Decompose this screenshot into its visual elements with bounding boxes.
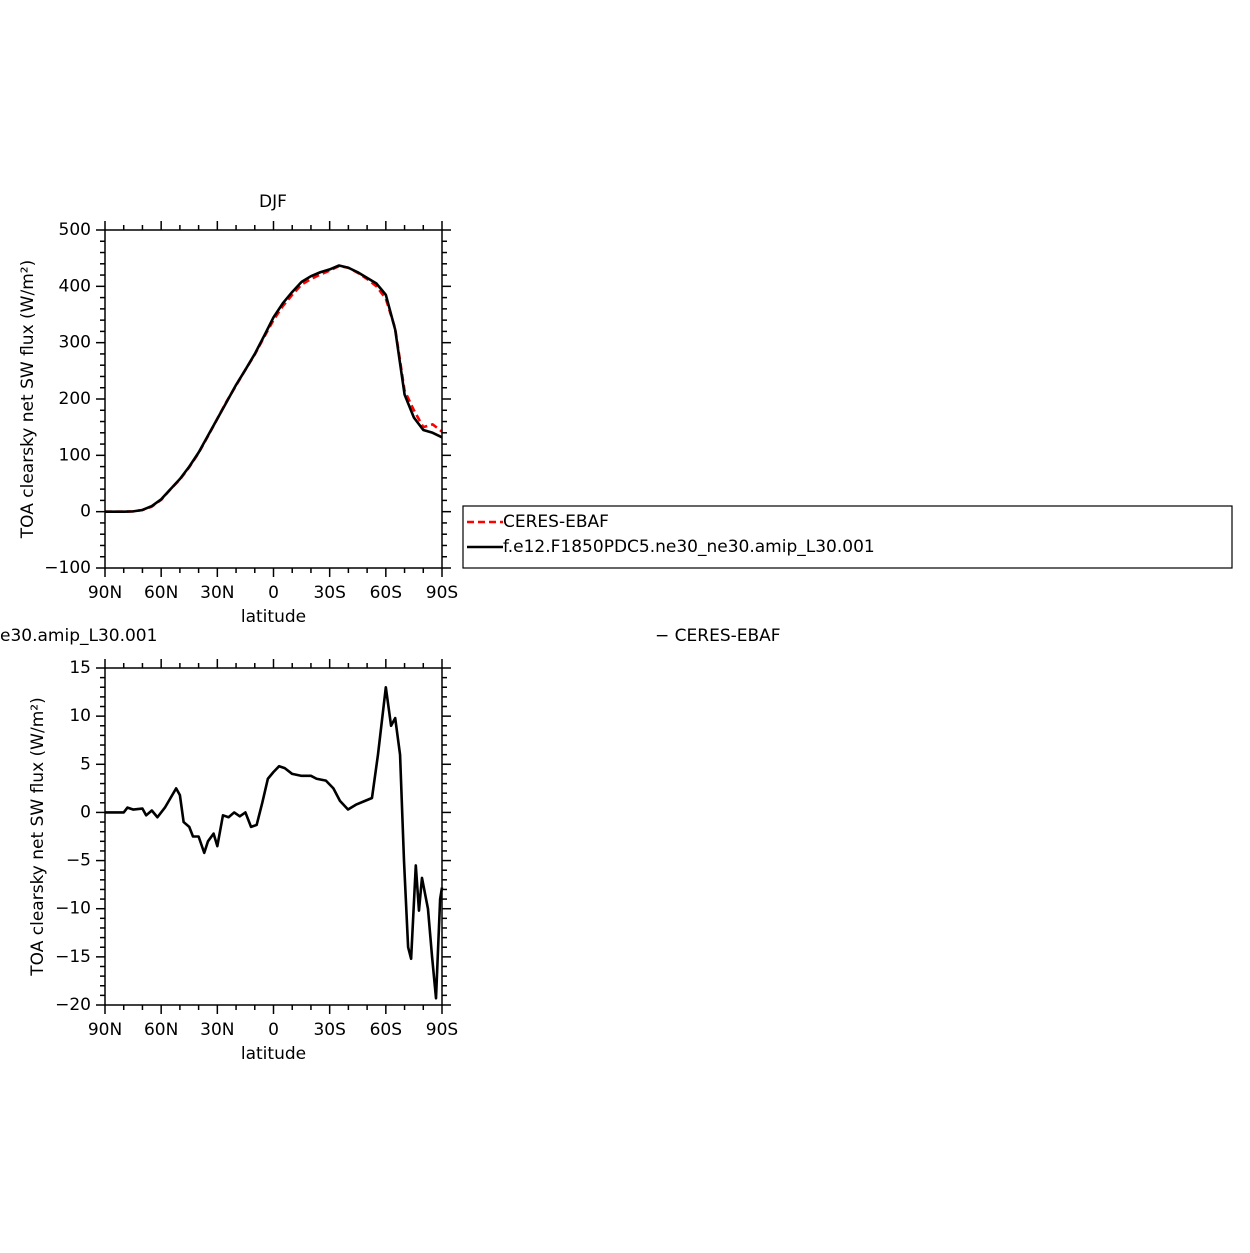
y-tick-label: 0: [80, 502, 91, 522]
y-tick-label: −20: [55, 995, 91, 1015]
x-axis-label: latitude: [241, 607, 306, 627]
y-axis-label: TOA clearsky net SW flux (W/m²): [18, 260, 38, 539]
plot-frame: [104, 667, 443, 1006]
y-tick-label: 10: [69, 706, 91, 726]
x-tick-label: 60N: [144, 583, 178, 603]
legend-label: CERES-EBAF: [503, 512, 609, 532]
y-tick-label: −10: [55, 899, 91, 919]
x-tick-label: 90N: [88, 1020, 122, 1040]
data-line: [105, 685, 444, 1000]
y-tick-label: −100: [44, 558, 91, 578]
y-tick-label: 5: [80, 754, 91, 774]
y-tick-label: 15: [69, 658, 91, 678]
x-tick-label: 90S: [426, 583, 458, 603]
y-tick-label: −15: [55, 947, 91, 967]
data-line: [105, 264, 443, 513]
chart-title: DJF: [259, 192, 287, 212]
data-line: [105, 264, 443, 513]
x-tick-label: 0: [268, 1020, 279, 1040]
x-tick-label: 30S: [313, 1020, 345, 1040]
y-tick-label: −5: [66, 851, 91, 871]
y-tick-label: 400: [59, 276, 91, 296]
plot-frame: [104, 229, 443, 569]
x-tick-label: 90N: [88, 583, 122, 603]
x-tick-label: 60S: [370, 583, 402, 603]
right-title: − CERES-EBAF: [655, 626, 781, 646]
y-tick-label: 500: [59, 220, 91, 240]
x-tick-label: 90S: [426, 1020, 458, 1040]
legend-label: f.e12.F1850PDC5.ne30_ne30.amip_L30.001: [503, 537, 875, 557]
x-tick-label: 30S: [313, 583, 345, 603]
x-tick-label: 30N: [200, 583, 234, 603]
y-tick-label: 0: [80, 802, 91, 822]
y-tick-label: 100: [59, 445, 91, 465]
left-title: e30.amip_L30.001: [0, 626, 157, 646]
x-tick-label: 30N: [200, 1020, 234, 1040]
x-tick-label: 0: [268, 583, 279, 603]
x-tick-label: 60N: [144, 1020, 178, 1040]
y-tick-label: 200: [59, 389, 91, 409]
legend-box: [462, 505, 1233, 569]
y-tick-label: 300: [59, 333, 91, 353]
x-tick-label: 60S: [370, 1020, 402, 1040]
y-axis-label: TOA clearsky net SW flux (W/m²): [28, 697, 48, 976]
x-axis-label: latitude: [241, 1044, 306, 1064]
